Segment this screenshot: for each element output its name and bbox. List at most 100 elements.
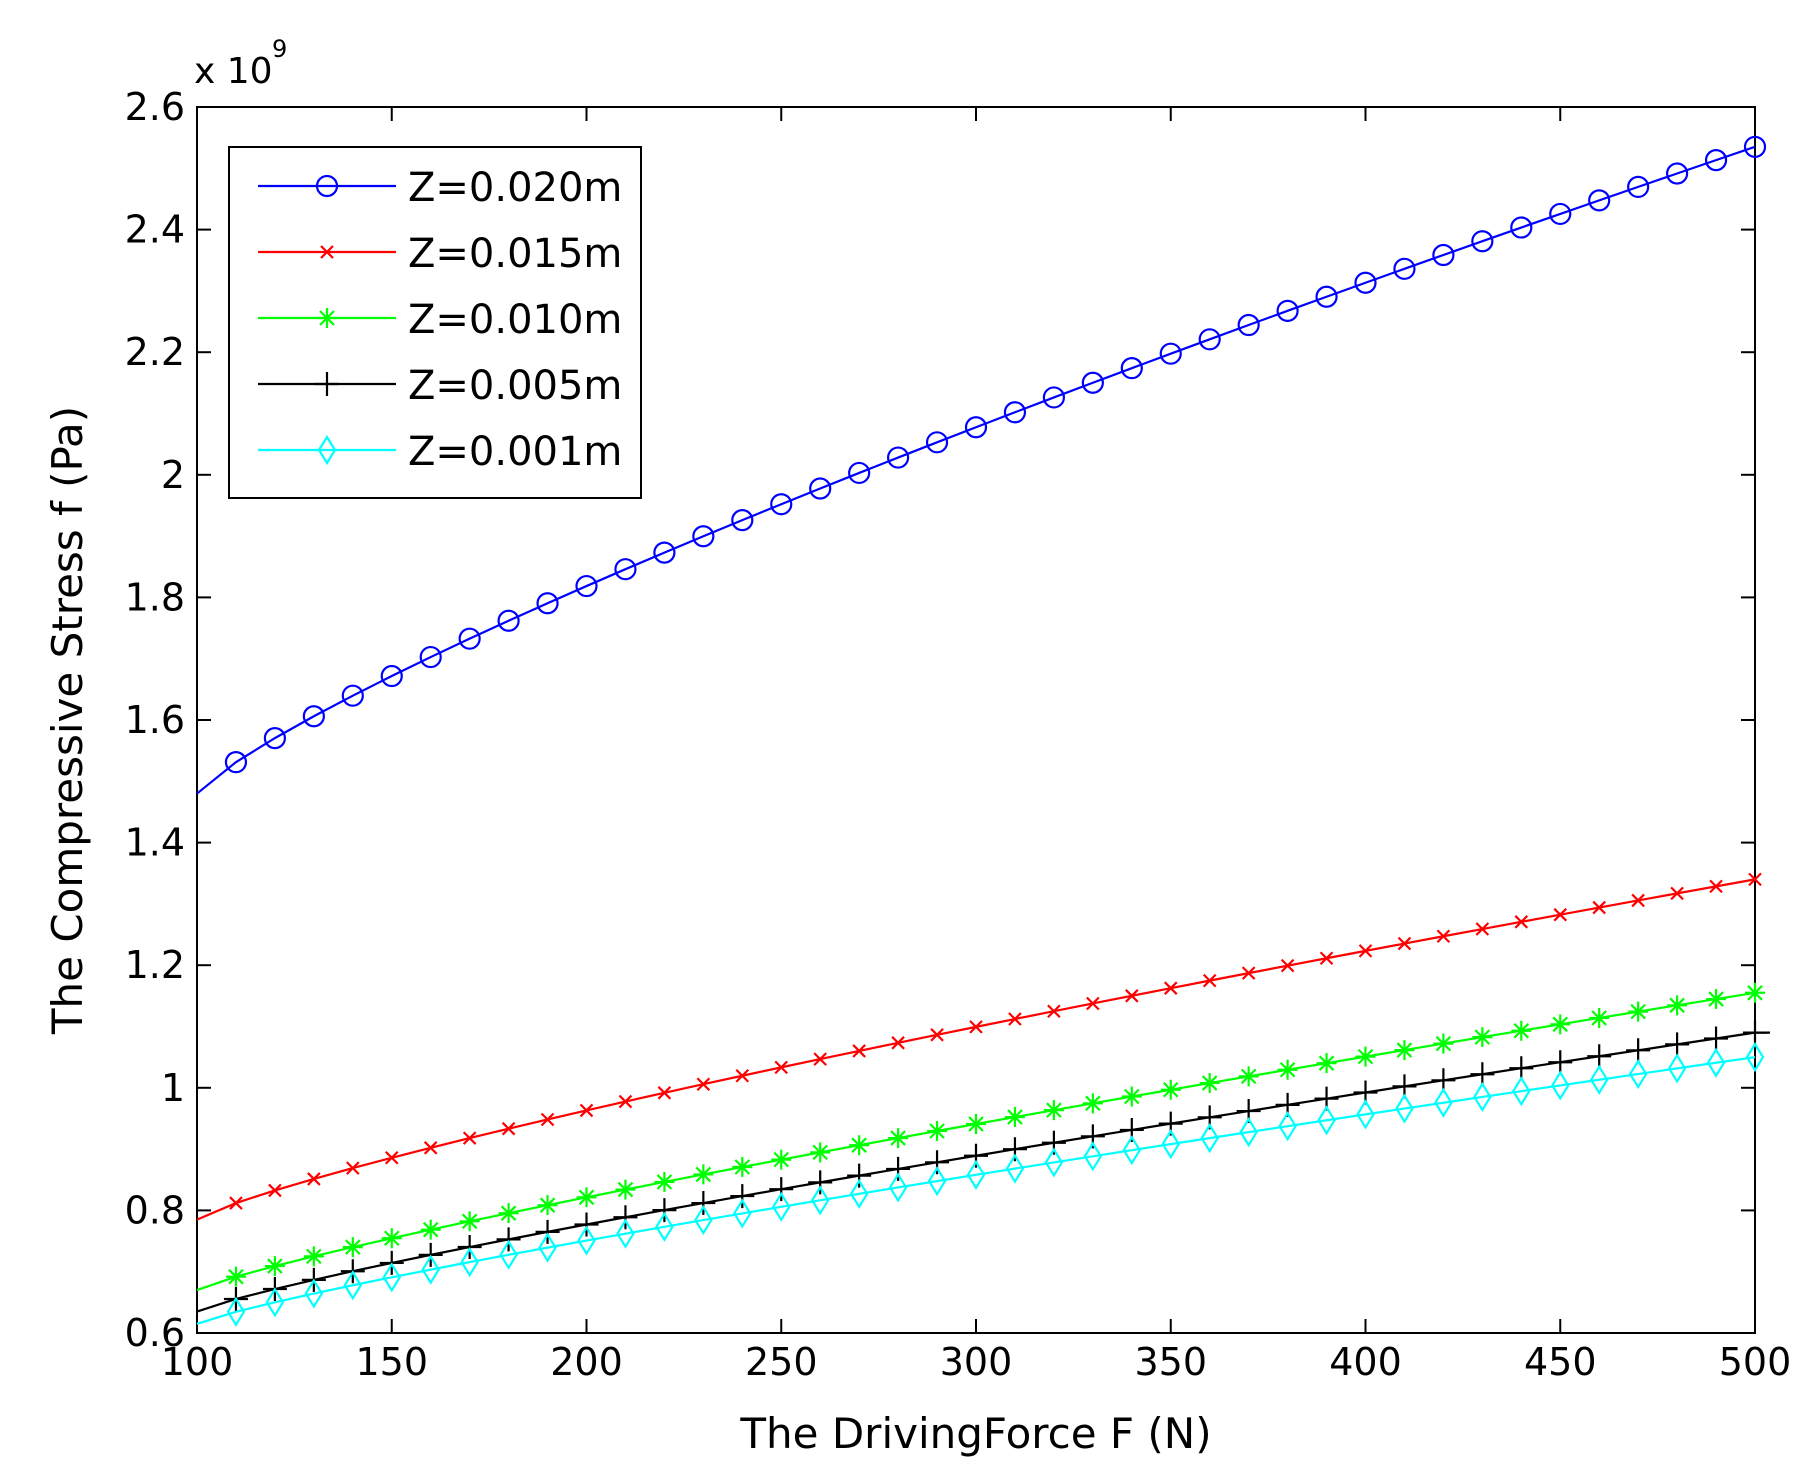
data-point <box>925 431 949 454</box>
data-point <box>1743 135 1767 158</box>
data-point <box>1553 907 1568 922</box>
data-point <box>343 1270 363 1301</box>
data-point <box>459 1211 480 1232</box>
x-tick-label: 300 <box>940 1340 1013 1384</box>
legend-box <box>228 146 642 499</box>
data-point <box>225 1266 246 1287</box>
data-point <box>1200 1123 1219 1154</box>
data-point <box>1397 936 1412 951</box>
data-point <box>847 1163 872 1188</box>
y-axis-label: The Compressive Stress f (Pa) <box>43 406 92 1035</box>
data-point <box>1709 879 1723 894</box>
x-tick-label: 400 <box>1329 1340 1402 1384</box>
data-point <box>1355 1046 1376 1067</box>
data-point <box>380 664 403 688</box>
data-point <box>1706 1047 1726 1078</box>
data-point <box>927 1166 947 1197</box>
data-point <box>966 1159 986 1190</box>
data-point <box>1588 189 1611 212</box>
data-point <box>964 416 988 439</box>
y-tick-label: 1.4 <box>125 821 185 865</box>
data-point <box>733 1198 752 1229</box>
data-point <box>320 245 334 259</box>
data-point <box>1434 1087 1453 1118</box>
data-point <box>264 1256 285 1277</box>
data-point <box>1627 175 1650 198</box>
data-point <box>1202 973 1217 988</box>
data-point <box>265 1287 285 1318</box>
data-point <box>1082 1093 1103 1114</box>
data-point <box>307 1172 321 1186</box>
data-point <box>423 1141 438 1155</box>
data-point <box>888 1172 908 1203</box>
data-point <box>1043 1100 1064 1121</box>
data-point <box>1587 1044 1612 1069</box>
data-point <box>1394 1040 1415 1061</box>
data-point <box>770 493 793 516</box>
data-point <box>771 1191 791 1222</box>
data-point <box>1472 1027 1493 1048</box>
data-point <box>1395 1093 1414 1124</box>
data-point <box>536 592 559 615</box>
data-point <box>1704 1026 1729 1051</box>
data-point <box>538 1232 557 1263</box>
data-point <box>1667 1053 1687 1084</box>
x-tick-label: 500 <box>1719 1340 1792 1384</box>
data-point <box>1086 996 1100 1011</box>
data-point <box>460 1247 479 1278</box>
data-point <box>1670 886 1684 901</box>
data-point <box>849 1178 869 1209</box>
data-point <box>1550 1070 1570 1101</box>
data-point <box>1589 1064 1609 1095</box>
data-point <box>1160 1079 1181 1100</box>
data-point <box>1278 1111 1297 1142</box>
data-point <box>303 1246 324 1267</box>
data-point <box>381 1228 402 1249</box>
data-point <box>1511 1020 1532 1041</box>
data-point <box>1161 1129 1181 1160</box>
data-point <box>1122 1135 1142 1166</box>
data-point <box>1044 1147 1064 1178</box>
x-tick-label: 250 <box>745 1340 818 1384</box>
series-Z=0.020m <box>196 135 1767 795</box>
data-point <box>1743 1020 1767 1045</box>
data-point <box>1081 371 1104 394</box>
data-point <box>1319 951 1334 966</box>
data-point <box>1199 1073 1220 1094</box>
data-point <box>886 446 910 469</box>
data-point <box>263 727 286 750</box>
data-point <box>1393 257 1416 280</box>
series-layer <box>196 135 1770 1327</box>
legend-entry: Z=0.020m <box>258 165 622 211</box>
data-point <box>1316 1053 1337 1074</box>
data-point <box>317 434 337 466</box>
data-point <box>1042 386 1066 409</box>
data-point <box>384 1150 399 1165</box>
legend-entry: Z=0.015m <box>258 231 622 277</box>
data-point <box>693 1164 714 1185</box>
data-point <box>1510 216 1533 239</box>
data-point <box>346 1161 360 1175</box>
data-point <box>1433 1033 1454 1054</box>
data-point <box>497 609 520 632</box>
series-Z=0.001m <box>196 1042 1765 1327</box>
y-tick-label: 0.8 <box>125 1188 185 1232</box>
y-tick-label: 2.6 <box>125 85 185 129</box>
legend-label: Z=0.005m <box>408 363 622 409</box>
data-point <box>891 1036 905 1050</box>
data-point <box>1083 1141 1103 1172</box>
data-point <box>1354 271 1377 294</box>
data-point <box>1277 1059 1298 1080</box>
x-axis-label: The DrivingForce F (N) <box>739 1409 1211 1458</box>
data-point <box>419 645 442 669</box>
data-point <box>1473 1081 1492 1113</box>
axis-ticks <box>196 106 1756 1334</box>
data-point <box>654 1171 675 1192</box>
data-point <box>616 1218 635 1249</box>
data-point <box>849 1135 870 1156</box>
data-point <box>1004 1107 1025 1128</box>
legend-entry: Z=0.001m <box>258 429 622 475</box>
y-tick-label: 2.4 <box>125 208 185 252</box>
data-point <box>1120 357 1143 380</box>
data-point <box>224 751 248 774</box>
